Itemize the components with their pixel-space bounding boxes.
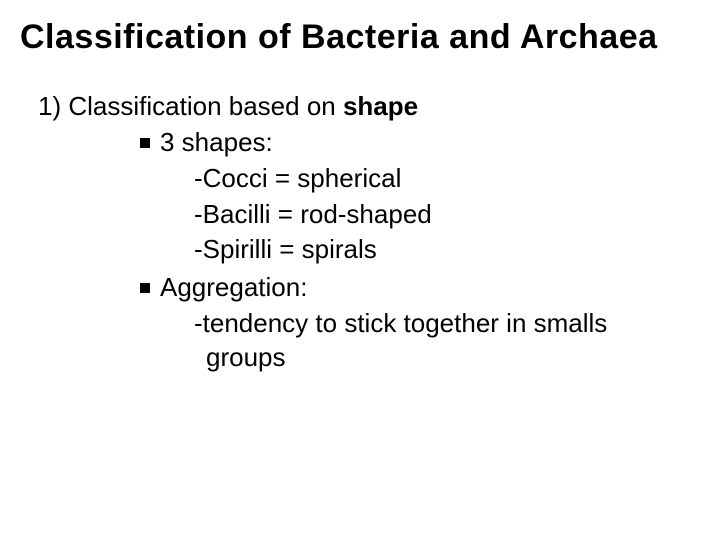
- bullet-label: 3 shapes:: [160, 126, 273, 160]
- square-bullet-icon: [140, 138, 150, 148]
- sub-item: -Bacilli = rod-shaped: [194, 198, 700, 232]
- sub-item: -tendency to stick together in smalls: [194, 307, 700, 341]
- section-emphasis: shape: [343, 91, 418, 121]
- sub-item: -Spirilli = spirals: [194, 233, 700, 267]
- sub-item-continuation: groups: [206, 341, 700, 375]
- slide-title: Classification of Bacteria and Archaea: [20, 18, 700, 57]
- section-number: 1): [38, 91, 61, 121]
- section-prefix: Classification based on: [68, 91, 343, 121]
- bullet-item: 3 shapes:: [140, 126, 700, 160]
- square-bullet-icon: [140, 283, 150, 293]
- bullet-label: Aggregation:: [160, 271, 307, 305]
- section-heading: 1) Classification based on shape: [38, 91, 700, 122]
- bullet-item: Aggregation:: [140, 271, 700, 305]
- sub-item: -Cocci = spherical: [194, 162, 700, 196]
